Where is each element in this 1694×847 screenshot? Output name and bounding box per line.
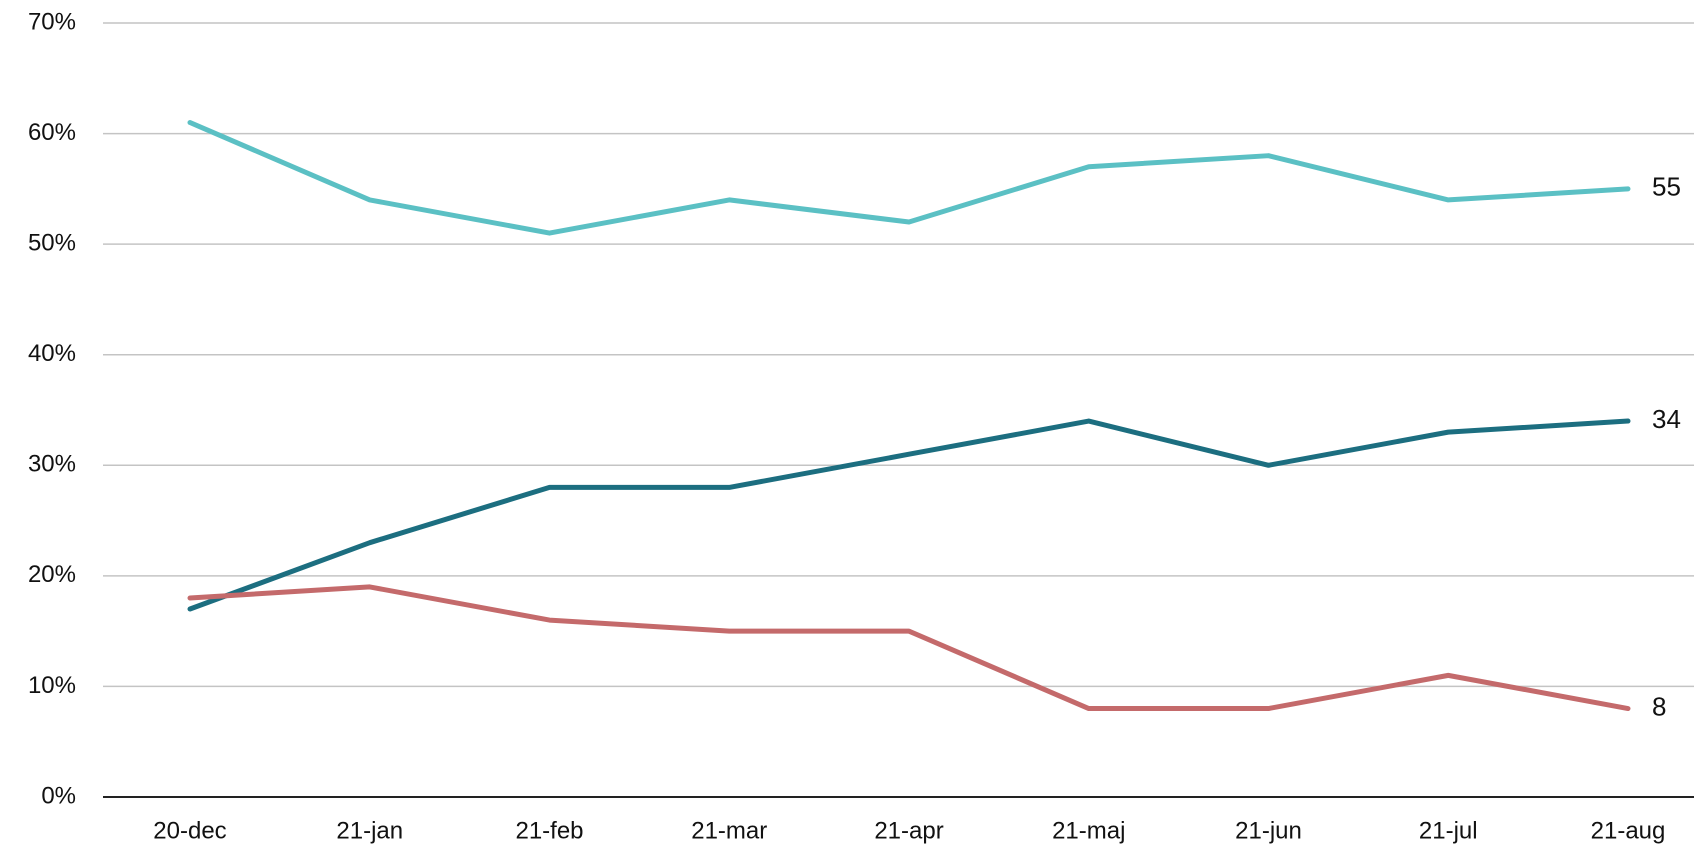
y-tick-label: 40%	[28, 340, 76, 367]
x-tick-label: 21-jul	[1419, 817, 1478, 844]
y-tick-label: 20%	[28, 561, 76, 588]
y-tick-label: 0%	[41, 782, 76, 809]
y-tick-label: 70%	[28, 8, 76, 35]
series-line	[187, 120, 1631, 236]
y-tick-label: 50%	[28, 229, 76, 256]
y-tick-label: 30%	[28, 451, 76, 478]
y-tick-label: 10%	[28, 672, 76, 699]
x-tick-label: 21-maj	[1052, 817, 1125, 844]
x-tick-label: 21-aug	[1591, 817, 1666, 844]
x-tick-label: 21-jan	[336, 817, 403, 844]
x-tick-label: 21-feb	[515, 817, 583, 844]
series-line	[187, 418, 1631, 612]
series-line	[187, 584, 1631, 712]
x-tick-label: 21-mar	[691, 817, 767, 844]
end-label: 34	[1652, 404, 1681, 434]
x-tick-label: 21-apr	[874, 817, 943, 844]
x-tick-label: 20-dec	[153, 817, 226, 844]
end-label: 8	[1652, 691, 1666, 721]
y-tick-label: 60%	[28, 119, 76, 146]
x-tick-label: 21-jun	[1235, 817, 1302, 844]
end-label: 55	[1652, 172, 1681, 202]
